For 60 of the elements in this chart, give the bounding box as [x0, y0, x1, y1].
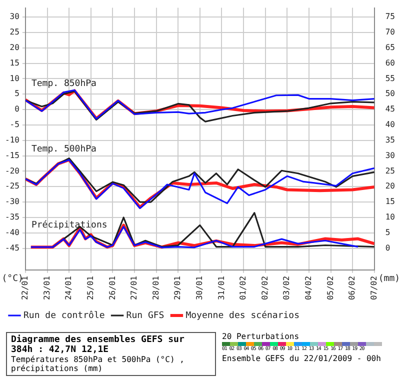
x-tick-label: 06/02	[348, 276, 357, 300]
y2-tick-label: 70	[385, 28, 396, 37]
x-tick-label: 07/02	[369, 276, 378, 300]
y-tick-label: -10	[4, 135, 20, 144]
y2-tick-label: 55	[385, 74, 396, 83]
annotation: Temp. 500hPa	[31, 144, 96, 155]
x-tick-label: 24/01	[64, 276, 74, 300]
x-tick-label: 27/01	[130, 276, 139, 300]
text: Températures 850hPa et 500hPa (°C) , précipitations (mm)	[11, 355, 186, 373]
x-tick-label: 01/02	[238, 276, 248, 300]
x-tick-label: 23/01	[42, 276, 52, 300]
x-tick-label: 26/01	[108, 276, 117, 300]
x-tick-label: 25/01	[86, 276, 95, 300]
y2-tick-label: 20	[385, 182, 396, 191]
text: Ensemble GEFS du 22/01/2009 - 00h	[222, 354, 382, 363]
x-tick-label: 29/01	[173, 276, 182, 300]
y2-tick-label: 5	[385, 228, 390, 237]
y2-tick-label: 30	[385, 150, 396, 160]
y2-tick-label: 65	[385, 42, 396, 52]
y-tick-label: -15	[4, 150, 20, 160]
x-tick-label: 28/01	[151, 276, 160, 300]
y2-tick-label: 75	[385, 12, 396, 22]
x-tick-label: 03/02	[282, 276, 292, 300]
x-tick-label: 31/01	[216, 276, 226, 300]
y2-tick-label: 15	[385, 197, 396, 206]
x-tick-label: 22/01	[20, 276, 30, 300]
y2-tick-label: 40	[385, 120, 396, 130]
y2-tick-label: 50	[385, 89, 396, 98]
y2-tick-label: 0	[385, 243, 390, 252]
x-tick-label: 04/02	[304, 276, 314, 300]
y2-tick-label: 10	[385, 212, 396, 222]
y-tick-label: 20	[10, 42, 20, 52]
text: 20 Perturbations	[222, 332, 300, 341]
x-tick-label: 30/01	[194, 276, 204, 300]
legend-label: Run GFS	[126, 310, 164, 321]
text: Diagramme des ensembles GEFS sur 384h : 42,7N 12,1E	[11, 335, 186, 355]
y-tick-label: -5	[10, 120, 20, 130]
y-tick-label: 0	[14, 104, 20, 114]
y-tick-label: -20	[4, 166, 20, 176]
annotation: Temp. 850hPa	[31, 79, 96, 90]
x-tick-label: 02/02	[260, 276, 270, 300]
y-tick-label: -25	[4, 182, 20, 191]
legend-label: Moyenne des scénarios	[186, 310, 300, 321]
y-tick-label: 15	[10, 58, 20, 68]
y-tick-label: -40	[4, 228, 20, 237]
y-tick-label: -30	[4, 197, 20, 206]
annotation: Précipitations	[31, 220, 108, 231]
y2-tick-label: 45	[385, 104, 396, 114]
y2-tick-label: 25	[385, 166, 396, 176]
y-tick-label: 10	[10, 74, 20, 83]
y2-tick-label: 60	[385, 58, 396, 68]
y2-axis-title: (mm)	[378, 274, 400, 284]
y-tick-label: 5	[14, 89, 20, 98]
y-tick-label: 25	[10, 28, 20, 37]
legend-label: Run de contrôle	[24, 310, 105, 321]
y-tick-label: -45	[4, 243, 20, 252]
y-tick-label: 30	[10, 12, 20, 22]
y2-tick-label: 35	[385, 135, 396, 144]
y-tick-label: -35	[4, 212, 20, 222]
x-tick-label: 05/02	[326, 276, 335, 300]
